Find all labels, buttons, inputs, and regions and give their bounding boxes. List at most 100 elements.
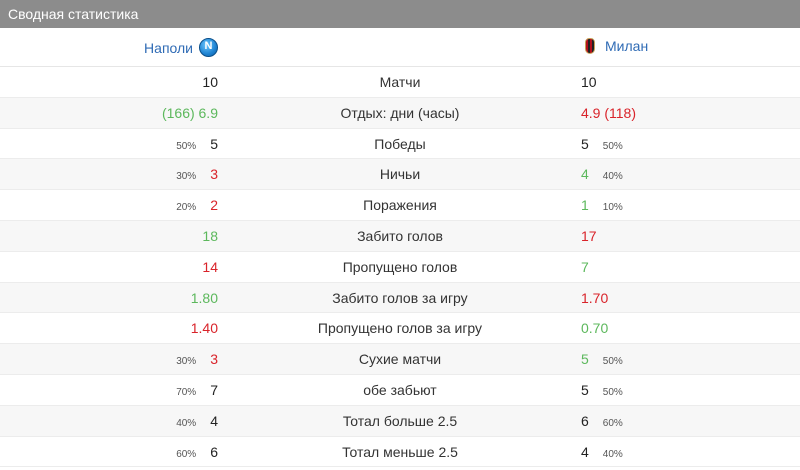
away-stat-percent: 50% [602,356,623,368]
stat-row: 1.40 Пропущено голов за игру 0.70 [0,313,800,345]
home-stat-value: 2 [210,197,218,214]
napoli-logo-icon [199,38,218,57]
home-stat-cell: 18 [202,221,218,251]
away-stat-cell: 17 [581,221,597,251]
away-stat-cell: 5 50% [581,375,623,408]
home-stat-cell: 1.40 [191,313,218,343]
home-team-link[interactable]: Наполи [144,39,193,56]
away-stat-percent: 40% [602,448,623,460]
away-stat-value: 1 [581,197,589,214]
teams-row: Наполи Милан [0,28,800,67]
home-stat-value: 4 [210,412,218,429]
away-stat-value: 10 [581,74,597,90]
stat-row: 1.80 Забито голов за игру 1.70 [0,282,800,314]
away-stat-cell: 7 [581,252,589,282]
stat-label: Тотал меньше 2.5 [342,443,458,460]
home-stat-value: 1.80 [190,289,218,306]
stats-panel-title: Сводная статистика [8,6,139,22]
home-stat-value: 3 [210,351,218,368]
away-stat-value: 4 [581,443,589,460]
home-stat-value: 6 [210,443,218,460]
away-stat-percent: 10% [602,202,623,214]
home-team[interactable]: Наполи [144,38,218,57]
home-stat-cell: 50% 5 [176,129,218,162]
stat-label: Победы [374,135,426,152]
stat-row: 50% 5 Победы 5 50% [0,129,800,160]
away-team-link[interactable]: Милан [605,38,649,54]
away-stat-value: 1.70 [581,289,609,306]
away-stat-cell: 4 40% [581,159,623,192]
away-stat-value: 17 [581,227,597,244]
stats-panel-header: Сводная статистика [0,0,800,28]
home-stat-cell: 70% 7 [176,375,218,408]
home-stat-value: 10 [202,74,218,90]
stat-label: Пропущено голов [342,258,458,275]
home-stat-percent: 70% [176,386,197,398]
home-stat-percent: 60% [176,448,197,460]
away-stat-percent: 40% [602,171,623,183]
stats-table: 10 Матчи 10 (166) 6.9 Отдых: дни (часы) 4.9 (… [0,67,800,468]
stat-row: 18 Забито голов 17 [0,220,800,252]
home-stat-value: 1.40 [190,320,218,337]
home-stat-value: 18 [202,227,218,244]
home-stat-percent: 30% [176,171,197,183]
away-stat-value: 6 [581,412,589,429]
home-stat-cell: 10 [202,67,218,97]
stat-label: Матчи [379,74,421,90]
home-stat-percent: 40% [176,417,197,429]
stat-label: Забито голов за игру [332,289,468,306]
stat-label: Ничьи [379,166,421,183]
stat-row: 20% 2 Поражения 1 10% [0,190,800,221]
stat-label: Тотал больше 2.5 [342,412,458,429]
home-stat-percent: 30% [176,356,197,368]
stat-row: 10 Матчи 10 [0,67,800,98]
away-stat-cell: 10 [581,67,597,97]
away-stat-value: 5 [581,135,589,152]
away-stat-value: 5 [581,381,589,398]
home-stat-cell: 14 [202,252,218,282]
stat-label: Сухие матчи [358,351,442,368]
home-stat-value: 5 [210,135,218,152]
home-stat-cell: 60% 6 [176,437,218,470]
home-stat-cell: 30% 3 [176,159,218,192]
away-stat-cell: 5 50% [581,129,623,162]
stat-row: 40% 4 Тотал больше 2.5 6 60% [0,405,800,439]
away-stat-percent: 50% [602,140,623,152]
milan-logo-icon [585,38,595,54]
stat-label: Забито голов [357,227,443,244]
home-stat-cell: 1.80 [191,283,218,313]
away-stat-value: 5 [581,351,589,368]
away-stat-value: 0.70 [581,320,609,337]
away-stat-percent: 60% [602,417,623,429]
away-team[interactable]: Милан [585,38,648,54]
home-stat-value: 7 [210,381,218,398]
stat-label: Пропущено голов за игру [317,320,483,337]
home-stat-cell: 20% 2 [176,190,218,223]
home-stat-value: 3 [210,166,218,183]
stat-row: 30% 3 Ничьи 4 40% [0,159,800,192]
home-stat-cell: (166) 6.9 [162,98,218,128]
home-stat-cell: 30% 3 [176,344,218,377]
away-stat-percent: 50% [602,386,623,398]
away-stat-cell: 1 10% [581,190,623,223]
away-stat-value: 7 [581,258,589,275]
home-stat-percent: 20% [176,202,197,214]
stat-label: Отдых: дни (часы) [340,104,460,121]
away-stat-value: 4 [581,166,589,183]
stat-row: 30% 3 Сухие матчи 5 50% [0,344,800,375]
stat-row: 60% 6 Тотал меньше 2.5 4 40% [0,437,800,468]
away-stat-cell: 0.70 [581,313,608,343]
stat-row: (166) 6.9 Отдых: дни (часы) 4.9 (118) [0,97,800,129]
away-stat-cell: 4 40% [581,437,623,470]
home-stat-cell: 40% 4 [176,406,218,439]
stat-row: 70% 7 обе забьют 5 50% [0,375,800,406]
stat-label: Поражения [363,197,437,214]
stat-label: обе забьют [363,381,437,398]
away-stat-value: 4.9 (118) [581,104,636,121]
away-stat-cell: 6 60% [581,406,623,439]
stat-row: 14 Пропущено голов 7 [0,252,800,283]
home-stat-value: (166) 6.9 [161,104,218,121]
home-stat-percent: 50% [176,140,197,152]
away-stat-cell: 1.70 [581,283,608,313]
away-stat-cell: 5 50% [581,344,623,377]
